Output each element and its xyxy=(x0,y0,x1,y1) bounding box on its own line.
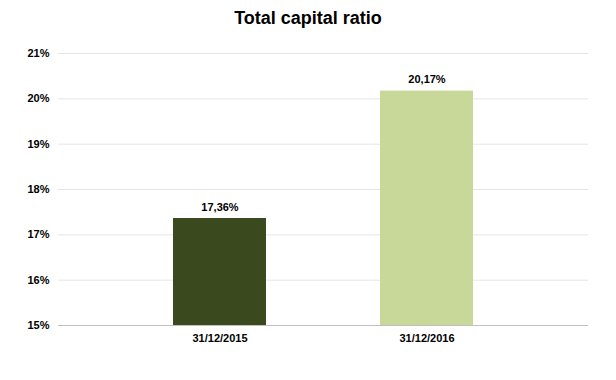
svg-text:31/12/2015: 31/12/2015 xyxy=(192,332,247,344)
svg-text:31/12/2016: 31/12/2016 xyxy=(399,332,454,344)
svg-text:21%: 21% xyxy=(27,47,49,59)
html-text:Total capital ratio: Total capital ratio xyxy=(234,8,382,28)
svg-text:20,17%: 20,17% xyxy=(408,73,446,85)
svg-text:17%: 17% xyxy=(27,228,49,240)
svg-text:15%: 15% xyxy=(27,319,49,331)
svg-text:16%: 16% xyxy=(27,274,49,286)
svg-text:18%: 18% xyxy=(27,183,49,195)
svg-text:17,36%: 17,36% xyxy=(201,201,239,213)
svg-text:19%: 19% xyxy=(27,138,49,150)
svg-text:20%: 20% xyxy=(27,92,49,104)
